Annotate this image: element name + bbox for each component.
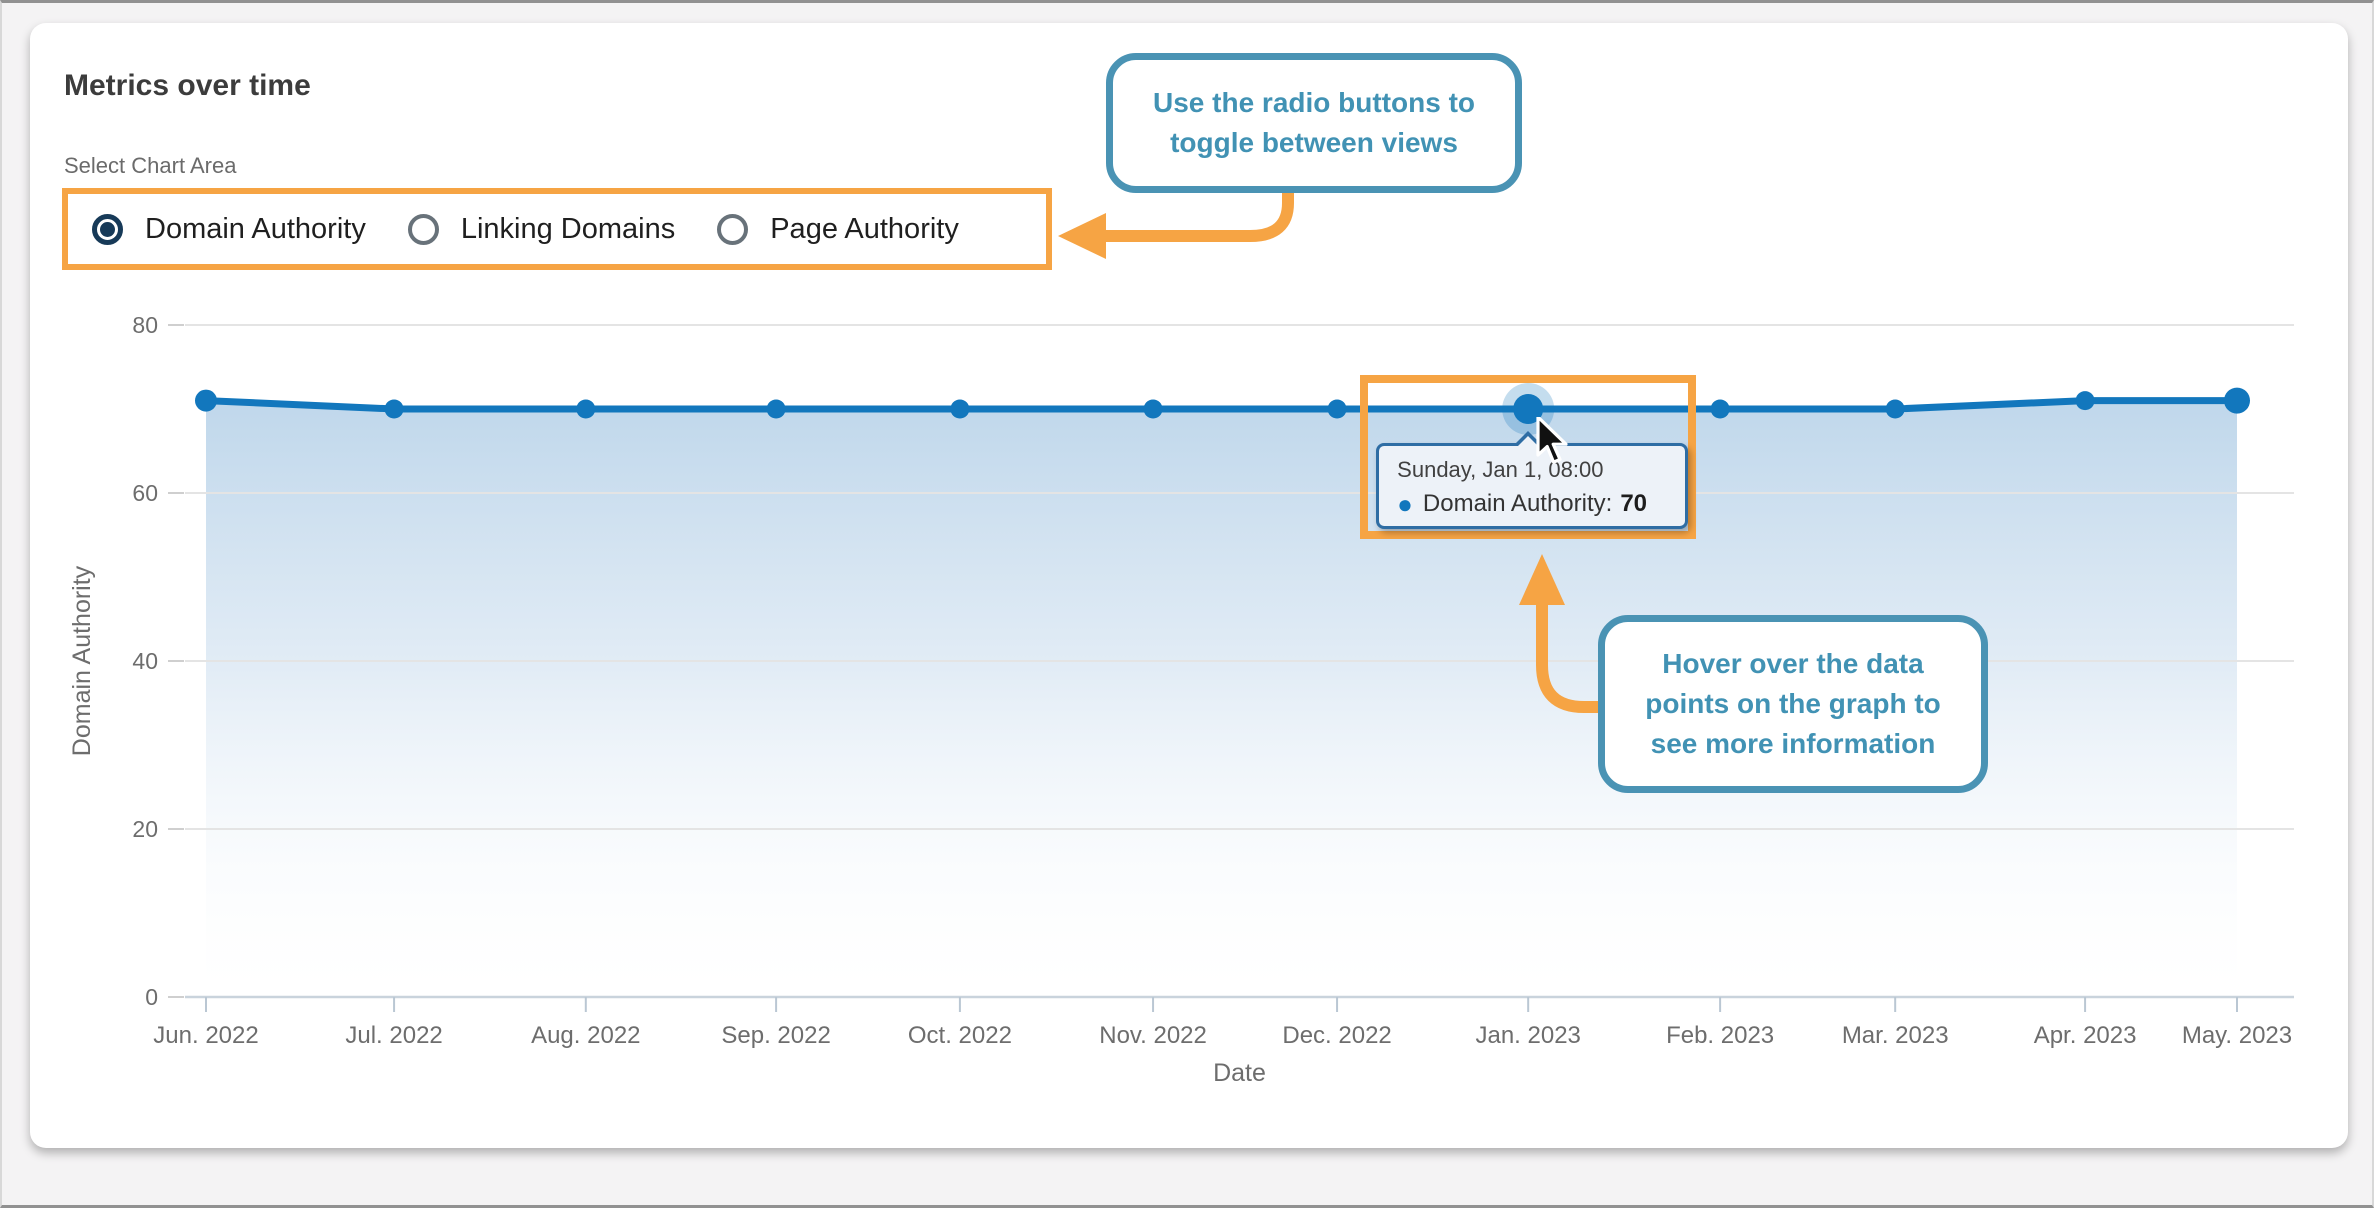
domain-authority-area-chart[interactable]: 0 20 40 60 80 Jun. 2022 Jul. 2022 Aug. 2022 Sep.… xyxy=(2,3,2374,1208)
svg-text:Oct. 2022: Oct. 2022 xyxy=(908,1022,1012,1049)
page-title: Metrics over time xyxy=(64,69,311,102)
series-bullet-icon: ● xyxy=(1397,489,1413,519)
svg-text:0: 0 xyxy=(145,984,158,1010)
radio-label: Page Authority xyxy=(770,212,959,245)
radio-domain-authority[interactable]: Domain Authority xyxy=(92,213,366,246)
svg-text:40: 40 xyxy=(132,648,158,674)
svg-text:Nov. 2022: Nov. 2022 xyxy=(1099,1022,1207,1049)
radio-buttons-callout: Use the radio buttons to toggle between … xyxy=(1106,53,1522,193)
svg-text:Jul. 2022: Jul. 2022 xyxy=(345,1022,442,1049)
tooltip-series-row: ● Domain Authority: 70 xyxy=(1397,490,1667,518)
svg-text:Dec. 2022: Dec. 2022 xyxy=(1282,1022,1391,1049)
radio-selected-icon[interactable] xyxy=(92,213,123,245)
hover-callout-text: Hover over the data points on the graph … xyxy=(1645,648,1941,759)
svg-text:Mar. 2023: Mar. 2023 xyxy=(1842,1022,1949,1049)
radio-callout-text: Use the radio buttons to toggle between … xyxy=(1153,87,1475,158)
tooltip-highlight-frame xyxy=(1360,375,1697,539)
svg-text:Jan. 2023: Jan. 2023 xyxy=(1475,1022,1580,1049)
svg-text:Sep. 2022: Sep. 2022 xyxy=(721,1022,830,1049)
radio-page-authority[interactable]: Page Authority xyxy=(717,213,959,246)
svg-text:Feb. 2023: Feb. 2023 xyxy=(1666,1022,1774,1049)
svg-text:May. 2023: May. 2023 xyxy=(2182,1022,2292,1049)
svg-text:Jun. 2022: Jun. 2022 xyxy=(153,1022,258,1049)
tooltip-caret-fill xyxy=(1516,436,1541,448)
radio-unselected-icon[interactable] xyxy=(407,213,439,245)
tooltip-series-label: Domain Authority: xyxy=(1422,490,1613,517)
radio-label: Linking Domains xyxy=(460,212,676,245)
svg-text:20: 20 xyxy=(132,816,158,842)
tooltip-value: 70 xyxy=(1620,490,1648,517)
svg-text:Aug. 2022: Aug. 2022 xyxy=(531,1022,640,1049)
chart-area-radio-group: Domain Authority Linking Domains Page Au… xyxy=(62,188,1052,270)
svg-text:80: 80 xyxy=(132,312,158,338)
radio-unselected-icon[interactable] xyxy=(717,213,749,245)
hover-tip-callout: Hover over the data points on the graph … xyxy=(1598,615,1988,793)
svg-text:Apr. 2023: Apr. 2023 xyxy=(2034,1022,2137,1049)
svg-text:Domain Authority: Domain Authority xyxy=(68,565,96,756)
mouse-cursor-icon xyxy=(1536,417,1568,464)
chart-tooltip: Sunday, Jan 1, 08:00 ● Domain Authority:… xyxy=(1376,431,1689,529)
svg-text:Date: Date xyxy=(1213,1059,1266,1087)
radio-group-label: Select Chart Area xyxy=(64,153,237,178)
svg-text:60: 60 xyxy=(132,480,158,506)
tooltip-date: Sunday, Jan 1, 08:00 xyxy=(1397,457,1604,482)
radio-label: Domain Authority xyxy=(145,212,366,245)
radio-linking-domains[interactable]: Linking Domains xyxy=(407,212,676,246)
